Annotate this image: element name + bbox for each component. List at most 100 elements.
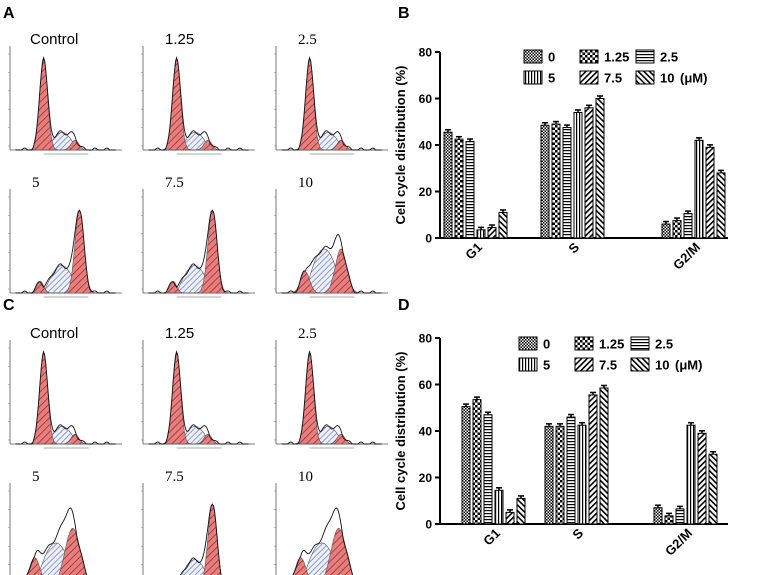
bar-G2M-0 — [661, 223, 671, 239]
category-label-G2M: G2/M — [670, 240, 703, 273]
histogram-10: 10 — [274, 469, 354, 575]
bar-G1-5 — [476, 229, 486, 239]
histogram-outline — [179, 504, 222, 575]
legend-label-2.5: 2.5 — [655, 337, 673, 352]
histogram-g2-peak — [203, 502, 222, 575]
panel-label-d: D — [398, 297, 410, 314]
y-tick-label: 0 — [425, 518, 432, 532]
histogram-outline — [281, 350, 382, 445]
histogram-g1-peak — [292, 557, 309, 575]
bar-G1-7.5 — [505, 511, 515, 525]
bar-S-7.5 — [588, 394, 598, 525]
histogram-label: 5 — [32, 469, 40, 485]
y-tick-label: 60 — [419, 92, 433, 106]
legend-swatch-1.25 — [574, 336, 594, 351]
category-label-G1: G1 — [462, 240, 485, 263]
histogram-label: 2.5 — [298, 326, 317, 342]
y-axis-label: Cell cycle distribution (%) — [393, 352, 408, 511]
legend-swatch-5 — [518, 357, 538, 372]
bar-G1-0 — [461, 406, 471, 525]
legend-swatch-0 — [523, 49, 543, 64]
legend-swatch-10 — [635, 70, 655, 85]
histogram-outline — [15, 56, 116, 151]
legend-label-5: 5 — [548, 71, 555, 86]
histogram-label: Control — [30, 31, 78, 48]
bar-G2M-10 — [716, 172, 726, 239]
bar-chart-b: 0 20 40 60 80 Cell cycle distribution (%) G1 S G… — [393, 46, 728, 273]
histogram-1.25: 1.25 — [141, 325, 255, 449]
legend-swatch-0 — [518, 336, 538, 351]
histogram-s-phase — [181, 559, 208, 575]
histogram-7.5: 7.5 — [141, 175, 255, 298]
histogram-outline — [281, 56, 382, 151]
histogram-s-phase — [148, 265, 250, 294]
histogram-label: Control — [30, 325, 78, 342]
histogram-label: 1.25 — [165, 325, 194, 342]
bar-S-1.25 — [551, 123, 561, 239]
bar-S-2.5 — [562, 127, 572, 239]
panel-label-c: C — [3, 297, 15, 314]
histogram-10: 10 — [274, 175, 388, 298]
legend-label-7.5: 7.5 — [599, 358, 617, 373]
legend-label-7.5: 7.5 — [604, 71, 622, 86]
histogram-g1-peak — [26, 557, 43, 575]
bar-G2M-7.5 — [697, 432, 707, 525]
histogram-outline — [148, 210, 249, 294]
histogram-outline — [148, 56, 249, 151]
legend-swatch-2.5 — [630, 336, 650, 351]
category-label-S: S — [569, 525, 586, 542]
y-tick-label: 20 — [419, 185, 433, 199]
legend-swatch-10 — [630, 357, 650, 372]
histogram-label: 10 — [298, 175, 313, 191]
panel-label-a: A — [3, 5, 15, 22]
histogram-1.25: 1.25 — [141, 31, 255, 155]
legend-label-10: 10 — [660, 71, 674, 86]
bar-G2M-5 — [694, 139, 704, 239]
histogram-outline — [15, 210, 116, 294]
legend-unit: (μM) — [675, 358, 702, 373]
bar-G2M-5 — [686, 424, 696, 525]
histogram-5: 5 — [8, 175, 122, 298]
histogram-outline — [26, 507, 88, 575]
histogram-label: 2.5 — [298, 32, 317, 48]
histogram-7.5: 7.5 — [141, 469, 222, 575]
bar-S-5 — [577, 424, 587, 525]
legend-swatch-7.5 — [579, 70, 599, 85]
bar-G2M-7.5 — [705, 146, 715, 239]
y-tick-label: 60 — [419, 378, 433, 392]
histogram-label: 5 — [32, 175, 40, 191]
bar-S-1.25 — [555, 425, 565, 525]
legend-label-1.25: 1.25 — [599, 337, 624, 352]
legend-label-2.5: 2.5 — [660, 50, 678, 65]
histogram-2.5: 2.5 — [274, 32, 388, 155]
bar-S-10 — [599, 387, 609, 525]
bar-G2M-10 — [708, 453, 718, 525]
legend-swatch-5 — [523, 70, 543, 85]
y-tick-label: 80 — [419, 46, 433, 60]
panel-label-b: B — [398, 5, 410, 22]
category-label-G1: G1 — [480, 526, 503, 549]
bar-G1-1.25 — [472, 399, 482, 525]
y-tick-label: 20 — [419, 471, 433, 485]
legend-label-1.25: 1.25 — [604, 50, 629, 65]
y-tick-label: 40 — [419, 139, 433, 153]
y-axis-label: Cell cycle distribution (%) — [393, 66, 408, 225]
y-tick-label: 0 — [425, 232, 432, 246]
histogram-control: Control — [8, 325, 122, 449]
bar-G1-5 — [494, 489, 504, 525]
legend-unit: (μM) — [680, 71, 707, 86]
bar-G2M-2.5 — [683, 213, 693, 239]
histogram-label: 7.5 — [165, 175, 184, 191]
histogram-label: 10 — [298, 469, 313, 485]
histogram-s-phase — [15, 265, 117, 294]
histogram-label: 7.5 — [165, 469, 184, 485]
legend-swatch-1.25 — [579, 49, 599, 64]
bar-G2M-1.25 — [672, 220, 682, 239]
y-tick-label: 80 — [419, 332, 433, 346]
legend-swatch-2.5 — [635, 49, 655, 64]
bar-S-0 — [540, 124, 550, 239]
bar-G1-10 — [498, 211, 508, 239]
legend-label-5: 5 — [543, 358, 550, 373]
histogram-outline — [148, 350, 249, 445]
